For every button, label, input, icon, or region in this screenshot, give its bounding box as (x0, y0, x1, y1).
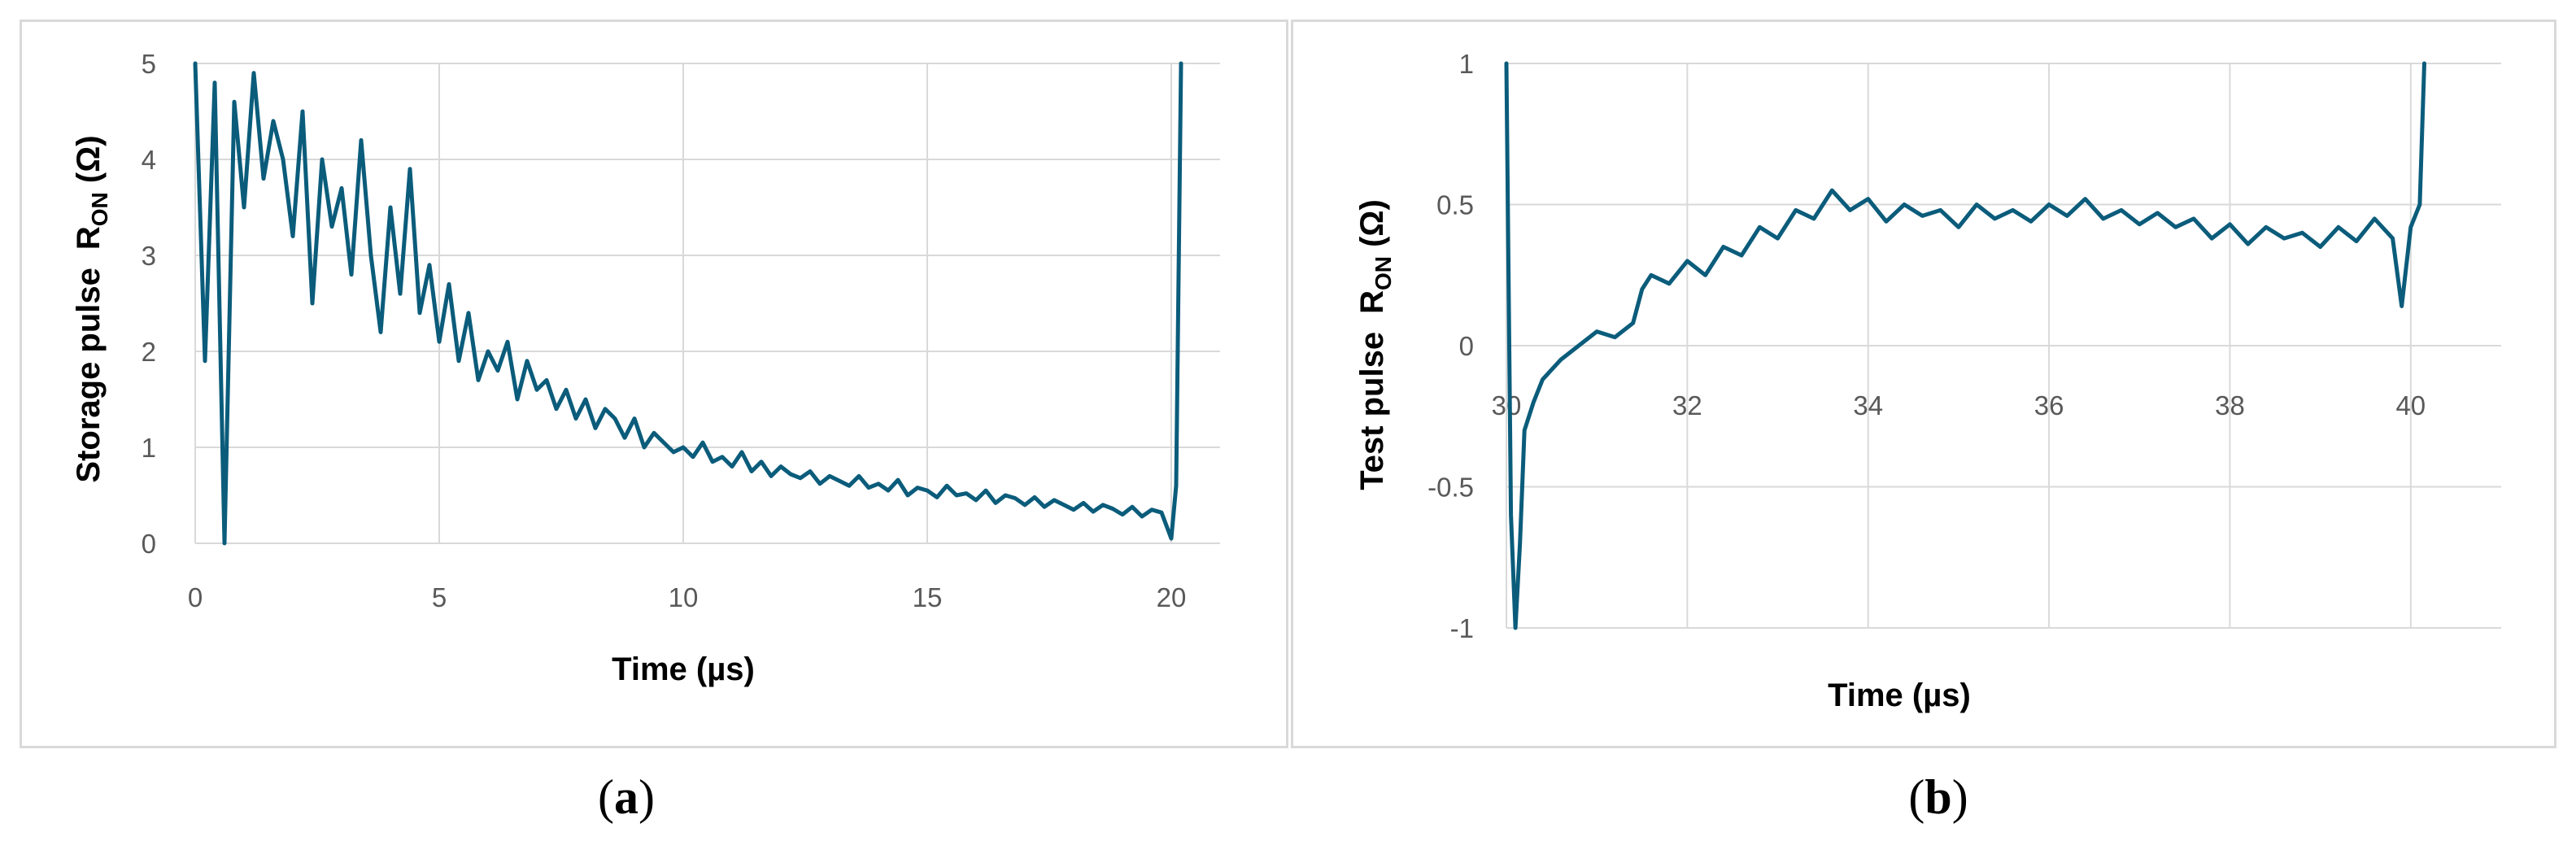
panel-b-x-tick-label: 36 (2034, 390, 2064, 420)
panel-b-x-tick-label: 38 (2215, 390, 2245, 420)
panel-a-y-axis-prefix: Storage pulse (71, 268, 107, 483)
panel-b-x-tick-label: 34 (1853, 390, 1883, 420)
panel-b-x-tick-label: 32 (1672, 390, 1702, 420)
panel-a-x-tick-label: 0 (188, 582, 203, 612)
panel-a-x-tick-label: 20 (1157, 582, 1187, 612)
panel-b-x-tick-label: 30 (1492, 390, 1522, 420)
panel-a-frame (20, 20, 1288, 748)
panel-a-y-axis-title: Storage pulse RON (Ω) (71, 135, 112, 482)
panel-b-y-tick-label: -1 (1450, 613, 1474, 643)
panel-b-series-line (1504, 61, 2426, 630)
panel-a-y-tick-label: 2 (142, 337, 156, 367)
panel-a-y-axis-symbol: R (71, 226, 107, 250)
panel-b-x-tick-label: 40 (2395, 390, 2426, 420)
panel-a-x-tick-label: 10 (669, 582, 699, 612)
panel-b-y-tick-label: -0.5 (1427, 473, 1474, 503)
panel-b-y-tick-label: 0.5 (1436, 190, 1474, 220)
panel-b-y-axis-subscript: ON (1371, 256, 1396, 290)
panel-a-caption-letter: a (614, 770, 639, 824)
panel-a-y-axis-unit: (Ω) (71, 135, 107, 192)
svg-text:Storage pulseRON (Ω): Storage pulse RON (Ω) (71, 135, 112, 482)
panel-a-x-axis-title: Time (µs) (612, 651, 755, 687)
panel-b-frame (1291, 20, 2556, 748)
panel-b-y-axis-unit: (Ω) (1354, 199, 1390, 256)
panel-b-y-axis-title: Test pulse RON (Ω) (1354, 199, 1396, 490)
panel-a-y-tick-label: 0 (142, 529, 156, 559)
panel-b-y-axis-symbol: R (1354, 290, 1390, 314)
panel-a-x-tick-label: 5 (432, 582, 447, 612)
panel-a-caption: (a) (598, 770, 655, 824)
panel-b-y-tick-label: 0 (1459, 331, 1474, 361)
panel-a-x-tick-label: 15 (913, 582, 943, 612)
panel-a-plot: 0 1 2 3 4 5 0 5 10 15 20 (142, 49, 1220, 612)
panel-a-y-tick-label: 4 (142, 145, 156, 175)
panel-a-series-line (193, 61, 1183, 546)
panel-b-x-axis-title: Time (µs) (1828, 678, 1971, 713)
panel-a-y-axis-subscript: ON (87, 192, 112, 226)
panel-a-y-tick-label: 5 (142, 49, 156, 79)
panel-b-caption: (b) (1908, 770, 1968, 824)
panel-a-y-tick-label: 3 (142, 241, 156, 271)
svg-text:Test pulseRON (Ω): Test pulse RON (Ω) (1354, 199, 1396, 490)
panel-b-plot: -1 -0.5 0 0.5 1 30 32 34 36 38 40 (1427, 49, 2501, 643)
panel-b-y-axis-prefix: Test pulse (1354, 332, 1390, 490)
panel-b-caption-letter: b (1924, 770, 1951, 824)
panel-b-y-tick-label: 1 (1459, 49, 1474, 79)
panel-a-y-tick-label: 1 (142, 433, 156, 463)
